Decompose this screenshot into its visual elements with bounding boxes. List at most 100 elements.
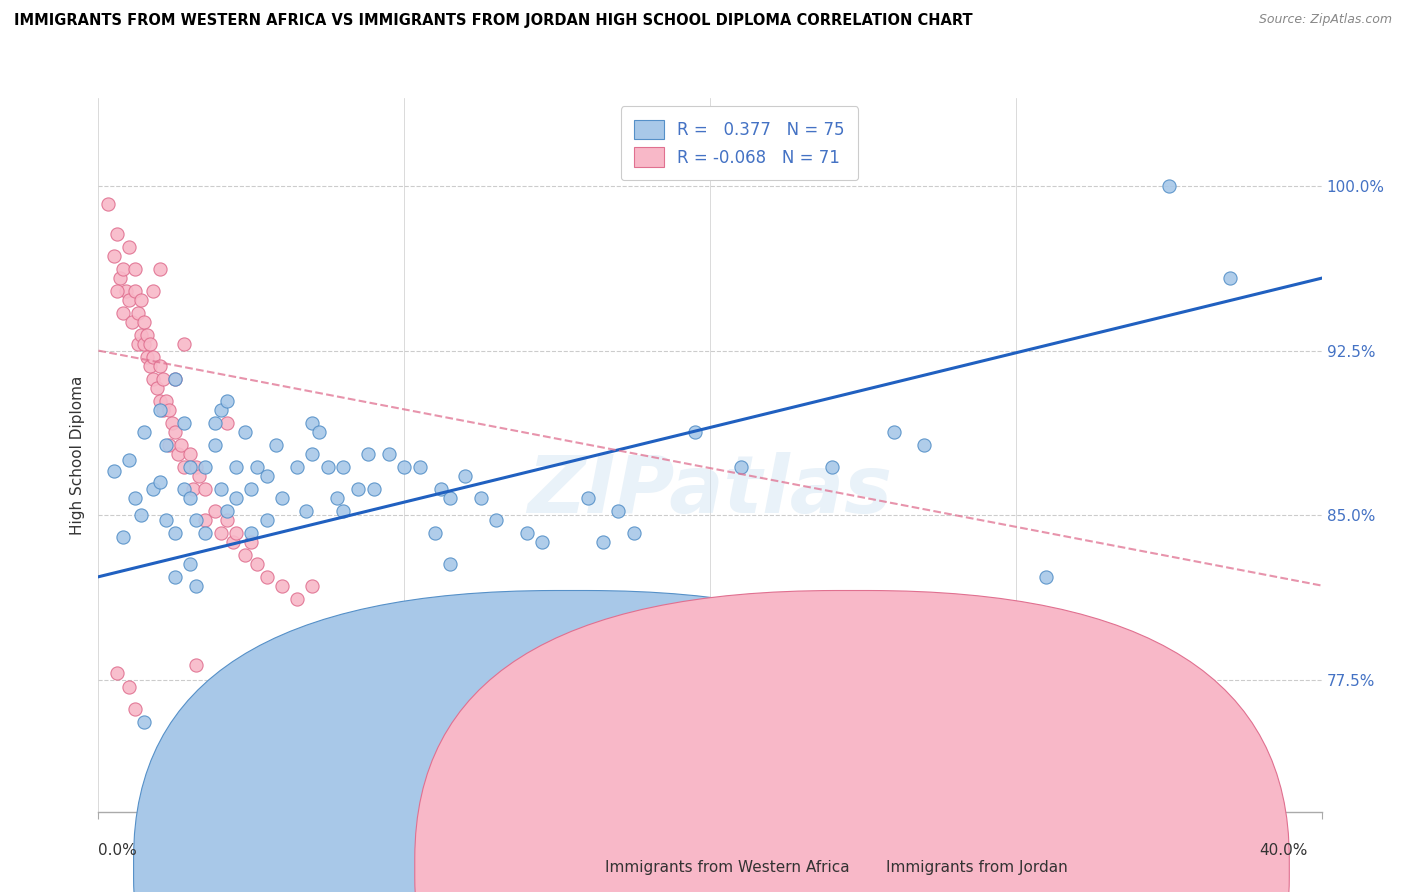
Point [103,464,125,478]
Point [209,403,232,417]
Point [225,460,247,475]
Text: Immigrants from Western Africa: Immigrants from Western Africa [605,860,849,874]
Point [912,438,935,452]
Point [730,460,752,475]
Point [124,262,146,277]
Point [157,403,180,417]
Point [188,468,211,483]
Point [155,394,177,409]
Point [316,460,339,475]
Point [301,447,323,461]
Point [285,460,308,475]
Point [607,710,630,724]
Point [118,293,141,307]
Point [240,657,263,672]
Point [204,416,226,430]
Point [160,416,183,430]
Text: Immigrants from Jordan: Immigrants from Jordan [886,860,1067,874]
Point [240,482,263,496]
Point [129,293,152,307]
Point [134,337,156,351]
Point [1157,178,1180,193]
Point [127,337,149,351]
Point [308,425,330,439]
Point [163,570,186,584]
Point [209,482,232,496]
Point [181,482,204,496]
Point [179,447,201,461]
Point [173,337,195,351]
Point [683,425,706,439]
Point [108,271,131,285]
Point [301,578,323,592]
Point [124,285,146,299]
Point [149,475,172,490]
Point [454,468,477,483]
Point [623,525,645,540]
Point [285,673,308,687]
Point [423,525,446,540]
Point [392,460,416,475]
Point [332,460,354,475]
Point [186,513,208,527]
Point [179,491,201,505]
Point [246,557,269,571]
Point [439,491,461,505]
Point [186,578,208,592]
Point [430,482,453,496]
Point [97,196,120,211]
Point [142,372,165,386]
Point [155,438,177,452]
Point [270,666,292,681]
Point [222,534,245,549]
Point [363,482,385,496]
Point [152,372,174,386]
Point [173,460,195,475]
Point [136,350,159,364]
Point [194,460,217,475]
Point [134,714,156,729]
Point [301,416,323,430]
Point [152,403,174,417]
Point [186,657,208,672]
Point [256,666,278,681]
Point [240,534,263,549]
Point [194,525,217,540]
Point [142,350,165,364]
Point [295,504,318,518]
Point [285,591,308,606]
Point [118,680,141,694]
Point [240,525,263,540]
Point [142,482,165,496]
Point [139,359,162,373]
Point [111,262,134,277]
Point [347,614,370,628]
Point [470,491,492,505]
Point [215,416,238,430]
Point [485,513,508,527]
Point [607,504,630,518]
Point [530,534,553,549]
Point [127,306,149,320]
Point [256,570,278,584]
Point [149,262,172,277]
Point [139,337,162,351]
Point [105,285,128,299]
Point [264,438,287,452]
Point [439,557,461,571]
Point [118,453,141,467]
Point [121,315,143,329]
Point [204,504,226,518]
Legend: R =   0.377   N = 75, R = -0.068   N = 71: R = 0.377 N = 75, R = -0.068 N = 71 [620,106,858,180]
Point [115,285,138,299]
Point [326,491,349,505]
Point [179,460,201,475]
Point [149,359,172,373]
Point [194,482,217,496]
Point [186,460,208,475]
Point [163,525,186,540]
Point [124,491,146,505]
Point [204,438,226,452]
Text: ZIPatlas: ZIPatlas [527,451,893,530]
Point [378,447,401,461]
